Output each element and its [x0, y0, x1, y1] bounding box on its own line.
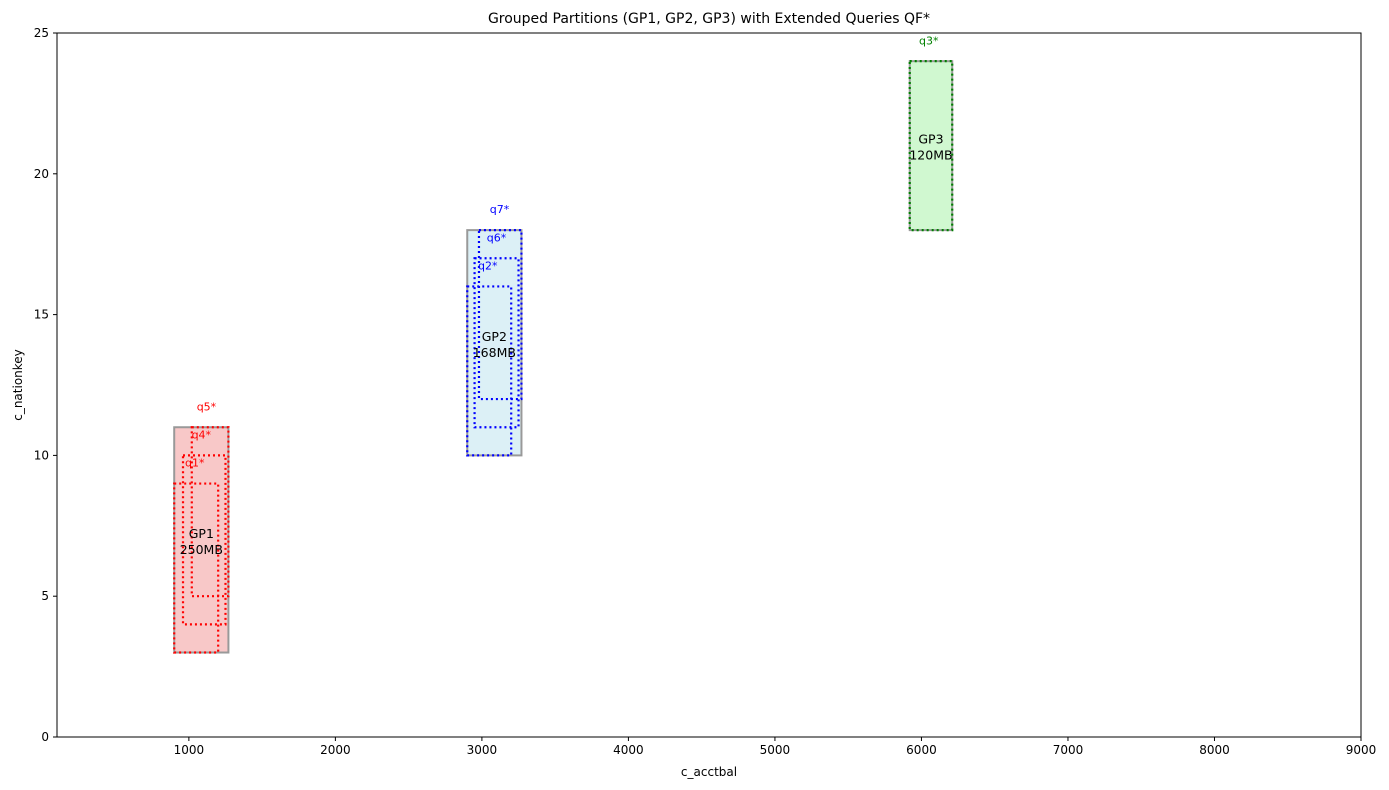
y-tick-label: 10	[34, 448, 49, 462]
partition-label-gp3: GP3 120MB	[909, 132, 952, 163]
y-tick-label: 5	[41, 589, 49, 603]
x-axis-label: c_acctbal	[681, 765, 737, 779]
partition-rect-gp1	[173, 426, 230, 654]
y-tick-label: 15	[34, 308, 49, 322]
partition-rect-gp2	[466, 229, 523, 457]
x-tick-label: 2000	[320, 743, 351, 757]
x-tick-label: 1000	[174, 743, 205, 757]
query-label-q6: q6*	[487, 231, 507, 244]
y-tick-label: 25	[34, 26, 49, 40]
query-label-q5: q5*	[197, 400, 217, 413]
y-axis: 0 5 10 15 20 25	[34, 26, 57, 744]
query-rect-q7	[477, 229, 523, 401]
x-tick-label: 5000	[760, 743, 791, 757]
chart-title: Grouped Partitions (GP1, GP2, GP3) with …	[488, 11, 930, 27]
x-tick-label: 4000	[613, 743, 644, 757]
query-rect-q1	[173, 482, 220, 654]
x-axis: 1000 2000 3000 4000 5000 6000 7000 8000 9000	[174, 737, 1377, 757]
query-rect-q6	[473, 257, 520, 429]
query-label-q1: q1*	[185, 457, 205, 470]
partitions-layer	[173, 60, 954, 654]
queries-layer: q1* q4* q5* q2* q6* q7* q3*	[173, 34, 954, 654]
query-label-q7: q7*	[490, 203, 510, 216]
x-tick-label: 8000	[1199, 743, 1230, 757]
partition-label-gp1: GP1 250MB	[180, 526, 223, 557]
query-label-q2: q2*	[478, 260, 498, 273]
partition-labels-layer: GP1 250MB GP2 168MB GP3 120MB	[180, 132, 953, 557]
partition-label-gp2: GP2 168MB	[473, 329, 516, 360]
query-rect-q2	[466, 285, 513, 457]
query-rect-q4	[181, 454, 227, 626]
query-label-q4: q4*	[192, 429, 212, 442]
plot-frame	[56, 32, 1362, 738]
query-label-q3: q3*	[919, 34, 939, 47]
query-rect-q5	[190, 426, 230, 598]
x-tick-label: 9000	[1346, 743, 1377, 757]
x-tick-label: 7000	[1053, 743, 1084, 757]
x-tick-label: 3000	[467, 743, 498, 757]
y-axis-label: c_nationkey	[11, 349, 25, 421]
query-rect-q3	[908, 60, 954, 232]
y-tick-label: 0	[41, 730, 49, 744]
x-tick-label: 6000	[906, 743, 937, 757]
y-tick-label: 20	[34, 167, 49, 181]
